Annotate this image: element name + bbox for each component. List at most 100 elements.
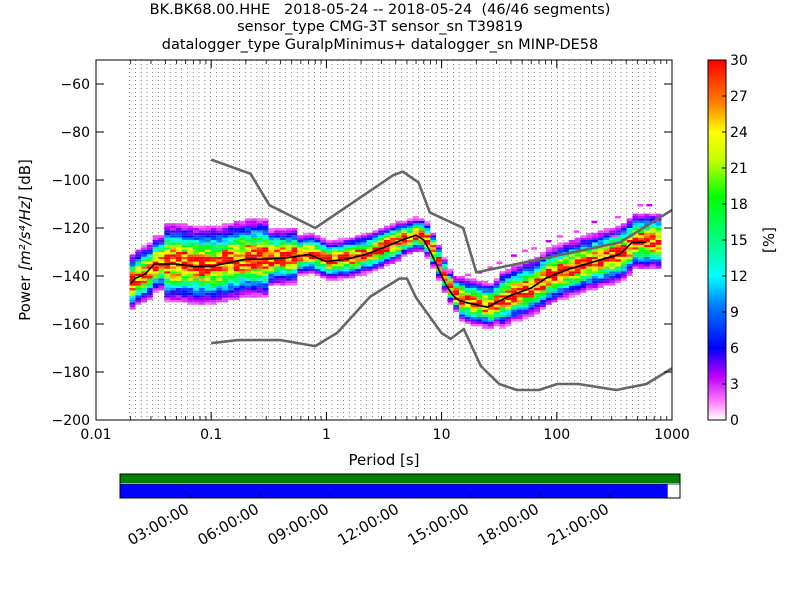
- psd-cell: [488, 312, 494, 315]
- psd-cell: [493, 300, 500, 303]
- psd-cell: [528, 297, 535, 300]
- psd-cell: [499, 309, 506, 312]
- psd-cell: [262, 256, 269, 260]
- psd-cell: [597, 264, 604, 267]
- psd-cell: [239, 252, 246, 255]
- psd-cell: [447, 273, 454, 276]
- psd-cell: [245, 290, 252, 293]
- psd-cell: [620, 225, 627, 228]
- psd-cell: [626, 237, 633, 240]
- psd-cell: [620, 244, 627, 248]
- psd-cell: [308, 244, 315, 248]
- psd-cell: [233, 235, 240, 238]
- psd-cell: [580, 242, 587, 245]
- psd-cell: [470, 316, 477, 320]
- psd-cell: [308, 232, 315, 236]
- psd-cell: [592, 240, 598, 243]
- psd-cell: [285, 237, 292, 240]
- psd-cell: [170, 297, 176, 300]
- psd-cell: [331, 271, 338, 274]
- psd-cell: [251, 278, 257, 281]
- psd-cell: [204, 288, 211, 291]
- psd-histogram: [129, 204, 662, 329]
- colorbar-tick-label: 15: [730, 233, 748, 249]
- psd-cell: [193, 283, 200, 286]
- psd-cell: [534, 312, 541, 315]
- psd-cell: [568, 278, 575, 281]
- psd-cell: [563, 264, 569, 267]
- psd-cell: [493, 295, 500, 298]
- psd-cell: [135, 295, 142, 298]
- psd-cell: [170, 228, 176, 231]
- psd-cell: [141, 266, 147, 269]
- psd-cell: [459, 295, 465, 298]
- psd-cell: [193, 249, 200, 252]
- psd-cell: [204, 249, 211, 252]
- psd-cell: [545, 273, 552, 276]
- psd-cell: [164, 230, 171, 233]
- psd-cell: [418, 249, 425, 252]
- psd-cell: [511, 288, 517, 291]
- psd-cell: [655, 223, 662, 226]
- psd-cell: [418, 218, 425, 221]
- psd-cell: [337, 278, 344, 281]
- psd-cell: [424, 254, 431, 257]
- psd-cell: [337, 249, 344, 252]
- psd-cell: [337, 242, 344, 245]
- psd-cell: [239, 276, 246, 279]
- psd-cell: [540, 273, 546, 276]
- psd-cell: [436, 252, 442, 255]
- psd-cell: [297, 273, 304, 276]
- psd-cell: [268, 280, 275, 284]
- psd-cell: [459, 312, 465, 315]
- psd-cell: [644, 264, 650, 267]
- psd-cell: [441, 283, 448, 286]
- psd-cell: [620, 247, 627, 250]
- psd-cell: [187, 285, 194, 288]
- psd-cell: [181, 247, 188, 250]
- psd-cell: [349, 276, 356, 279]
- psd-cell: [343, 273, 350, 276]
- psd-cell: [470, 297, 477, 300]
- psd-cell: [279, 230, 286, 233]
- psd-cell: [430, 264, 437, 267]
- psd-cell: [268, 240, 275, 243]
- psd-cell: [540, 280, 546, 284]
- psd-cell: [655, 232, 662, 236]
- psd-cell: [152, 273, 159, 276]
- psd-cell: [170, 273, 176, 276]
- psd-cell: [516, 268, 523, 272]
- psd-cell: [378, 240, 385, 243]
- psd-cell: [592, 266, 598, 269]
- psd-cell: [291, 259, 298, 262]
- psd-cell: [459, 283, 465, 286]
- psd-cell: [557, 259, 564, 262]
- psd-cell: [441, 259, 448, 262]
- psd-cell: [424, 225, 431, 228]
- noise-models: [210, 158, 673, 392]
- psd-cell: [279, 235, 286, 238]
- psd-cell: [285, 259, 292, 262]
- psd-cell: [262, 261, 269, 264]
- psd-cell: [592, 254, 598, 257]
- psd-cell: [447, 300, 454, 303]
- colorbar-tick-label: 27: [730, 89, 748, 105]
- psd-cell: [146, 259, 153, 262]
- psd-cell: [632, 266, 639, 269]
- psd-cell: [545, 268, 552, 272]
- psd-cell: [170, 290, 176, 293]
- psd-cell: [222, 240, 228, 243]
- psd-cell: [649, 218, 656, 221]
- psd-cell: [210, 232, 217, 236]
- psd-cell: [239, 290, 246, 293]
- psd-cell: [152, 264, 159, 267]
- psd-cell: [239, 235, 246, 238]
- psd-cell: [199, 266, 205, 269]
- psd-cell: [251, 218, 257, 221]
- psd-cell: [251, 268, 257, 272]
- psd-cell: [227, 295, 234, 298]
- psd-cell: [181, 228, 188, 231]
- psd-cell: [638, 249, 645, 252]
- psd-cell: [395, 256, 402, 260]
- y-tick-label: −140: [52, 269, 90, 285]
